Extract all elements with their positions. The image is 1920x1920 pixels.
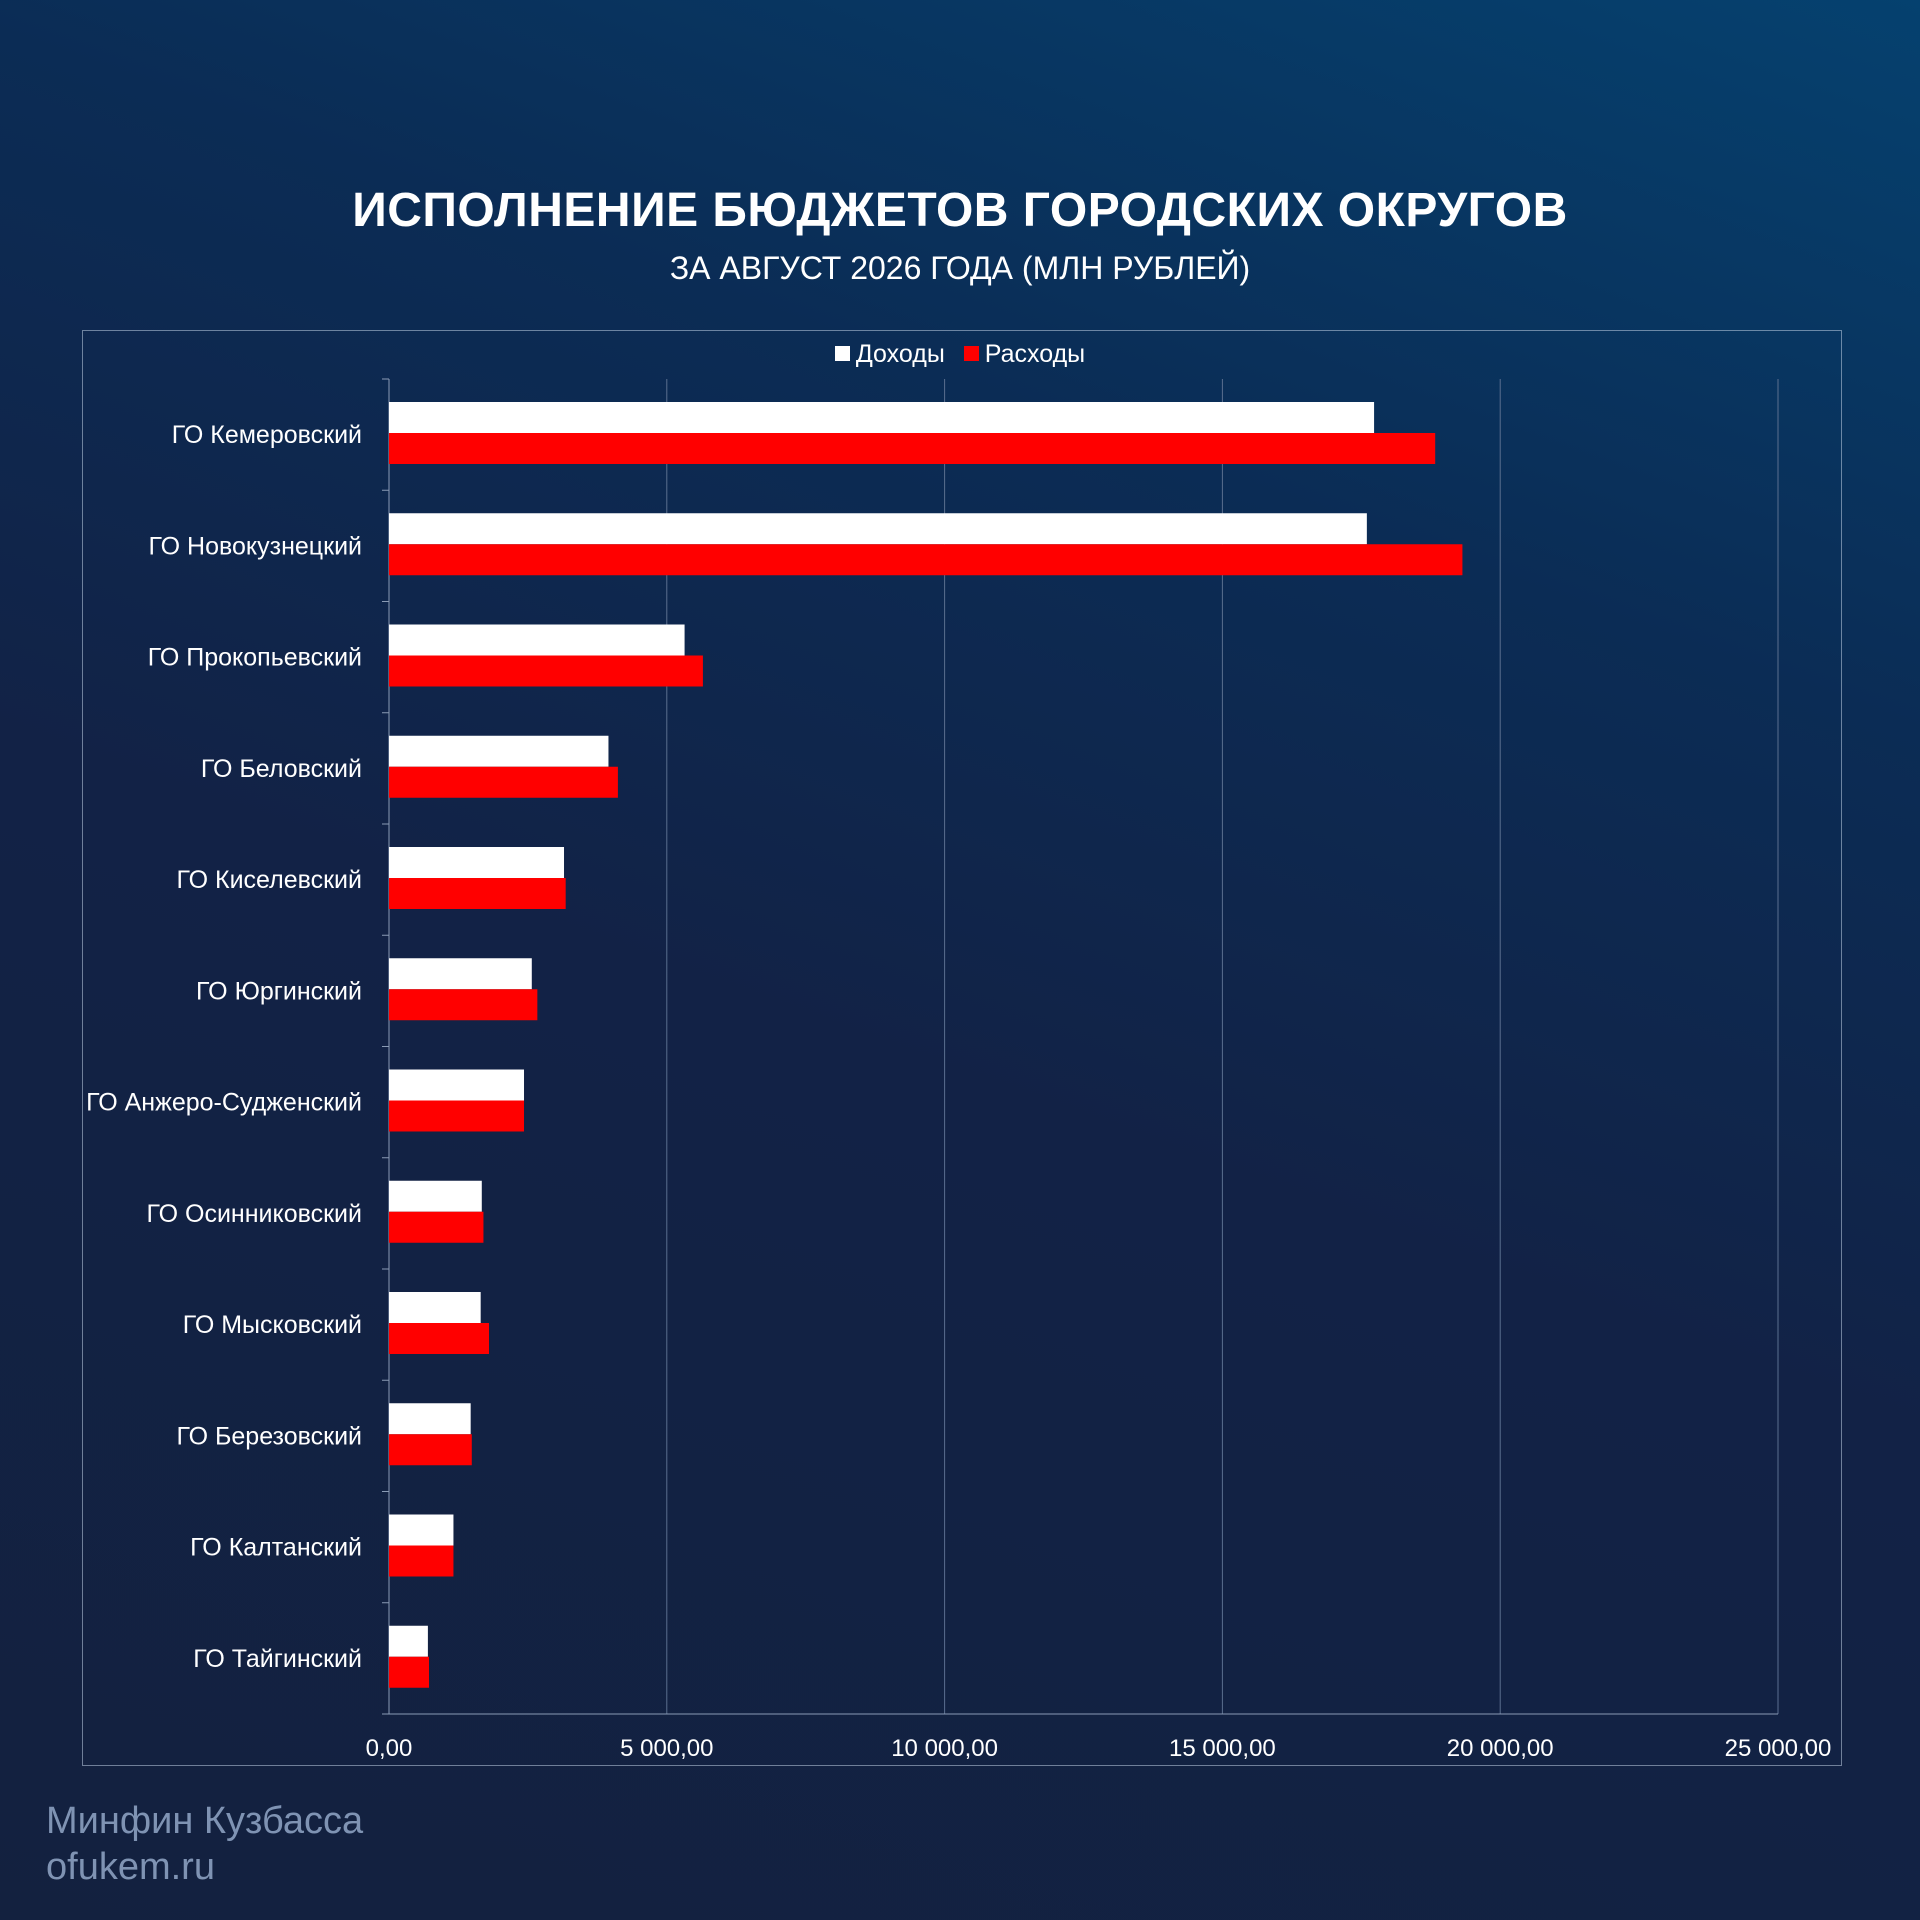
category-label-7: ГО Осинниковский — [146, 1200, 362, 1228]
chart-frame — [82, 330, 1842, 1766]
bar-income-5 — [389, 958, 532, 990]
x-tick-label-0: 0,00 — [366, 1735, 413, 1762]
bar-income-11 — [389, 1625, 428, 1657]
legend-item-expense: Расходы — [963, 340, 1086, 369]
bar-expense-11 — [389, 1656, 430, 1688]
bar-expense-1 — [389, 544, 1463, 576]
bar-income-6 — [389, 1069, 525, 1101]
x-tick-label-3: 15 000,00 — [1169, 1735, 1276, 1762]
chart-subtitle: ЗА АВГУСТ 2026 ГОДА (МЛН РУБЛЕЙ) — [669, 250, 1251, 286]
x-tick-label-5: 25 000,00 — [1725, 1735, 1832, 1762]
category-label-5: ГО Юргинский — [196, 977, 362, 1005]
bar-income-9 — [389, 1403, 471, 1435]
bar-income-10 — [389, 1514, 454, 1546]
category-label-1: ГО Новокузнецкий — [149, 532, 362, 560]
bar-expense-5 — [389, 989, 538, 1021]
category-label-4: ГО Киселевский — [177, 866, 363, 894]
x-tick-label-2: 10 000,00 — [891, 1735, 998, 1762]
legend-label-income: Доходы — [855, 340, 945, 368]
bar-expense-9 — [389, 1434, 472, 1466]
category-label-8: ГО Мысковский — [183, 1311, 362, 1339]
x-tick-label-4: 20 000,00 — [1447, 1735, 1554, 1762]
bar-income-2 — [389, 624, 685, 656]
footer-org: Минфин Кузбасса — [46, 1800, 364, 1842]
bar-income-7 — [389, 1180, 482, 1212]
chart-title: ИСПОЛНЕНИЕ БЮДЖЕТОВ ГОРОДСКИХ ОКРУГОВ — [352, 184, 1568, 237]
bar-income-0 — [389, 402, 1375, 433]
footer: Минфин Кузбасса ofukem.ru — [46, 1798, 363, 1890]
category-label-10: ГО Калтанский — [190, 1534, 362, 1562]
category-label-6: ГО Анжеро-Судженский — [86, 1089, 362, 1117]
category-label-11: ГО Тайгинский — [193, 1645, 362, 1673]
bar-expense-10 — [389, 1545, 454, 1577]
x-tick-label-1: 5 000,00 — [620, 1735, 713, 1762]
bar-expense-0 — [389, 433, 1436, 464]
legend-label-expense: Расходы — [984, 340, 1086, 368]
bar-income-1 — [389, 513, 1367, 545]
legend-swatch-income — [834, 346, 850, 361]
bar-income-4 — [389, 847, 565, 878]
bar-expense-6 — [389, 1100, 525, 1132]
category-label-9: ГО Березовский — [176, 1422, 362, 1450]
bar-expense-7 — [389, 1211, 484, 1243]
chart-legend: Доходы Расходы — [0, 340, 1920, 369]
bar-expense-8 — [389, 1323, 490, 1354]
bar-expense-2 — [389, 655, 703, 687]
category-label-2: ГО Прокопьевский — [148, 644, 362, 672]
bar-expense-3 — [389, 766, 618, 798]
bar-income-3 — [389, 735, 609, 767]
footer-site: ofukem.ru — [46, 1846, 215, 1888]
legend-item-income: Доходы — [834, 340, 945, 369]
category-label-3: ГО Беловский — [201, 755, 362, 783]
legend-swatch-expense — [963, 346, 979, 361]
category-label-0: ГО Кемеровский — [172, 421, 362, 449]
bar-income-8 — [389, 1292, 481, 1323]
bar-expense-4 — [389, 878, 566, 909]
